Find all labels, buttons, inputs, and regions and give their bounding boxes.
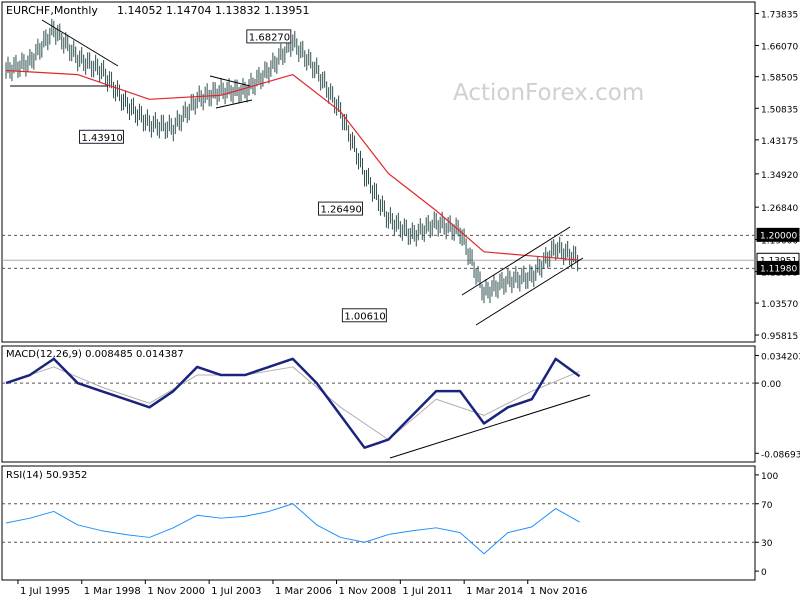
price-y-label: 1.66070 [761, 42, 798, 52]
price-y-label: 1.43175 [761, 137, 798, 147]
rsi-y-label: 70 [761, 501, 773, 511]
axis-marker-label: 1.11980 [760, 264, 797, 274]
macd-y-label: -0.086933 [761, 450, 800, 460]
x-axis-label: 1 Nov 2000 [147, 586, 205, 597]
trend-lines [10, 19, 591, 459]
price-y-label: 1.50835 [761, 105, 798, 115]
x-axis-labels: 1 Jul 1995 1 Mar 1998 1 Nov 2000 1 Jul 2003… [17, 580, 588, 597]
price-labels: 1.68270 1.43910 1.26490 1.00610 [79, 29, 387, 323]
price-label: 1.00610 [344, 311, 385, 322]
x-axis-label: 1 Nov 2016 [530, 586, 588, 597]
x-axis-label: 1 Nov 2008 [339, 586, 397, 597]
x-axis-label: 1 Jul 1995 [20, 586, 70, 597]
watermark: ActionForex.com [453, 80, 644, 106]
triangle-line-upper [41, 19, 119, 67]
chart-header-symbol: EURCHF,Monthly [6, 4, 98, 17]
price-bars [5, 18, 579, 304]
macd-title: MACD(12,26,9) 0.008485 0.014387 [6, 349, 184, 360]
x-axis-label: 1 Jul 2003 [211, 586, 261, 597]
macd-line [5, 357, 581, 449]
price-y-label: 0.95815 [761, 332, 798, 342]
channel-lower-line [475, 257, 584, 326]
macd-trend-line [389, 394, 591, 459]
price-label: 1.43910 [82, 133, 123, 144]
price-y-label: 1.34920 [761, 171, 798, 181]
x-axis-label: 1 Mar 2014 [466, 586, 523, 597]
price-series [5, 69, 580, 261]
rsi-title: RSI(14) 50.9352 [6, 470, 87, 481]
panel-frame-1 [1, 345, 756, 463]
macd-y-label: 0.034203 [761, 352, 800, 362]
price-label-box [341, 308, 387, 323]
x-axis-label: 1 Mar 2006 [275, 586, 332, 597]
price-y-label: 1.58505 [761, 74, 798, 84]
rsi-y-label: 30 [761, 539, 773, 549]
panel-frame-2 [1, 465, 756, 581]
price-y-label: 1.73835 [761, 10, 798, 20]
price-label: 1.68270 [249, 32, 290, 43]
price-label-box [318, 201, 363, 216]
wedge-line-lower [215, 99, 253, 109]
price-y-label: 1.26840 [761, 204, 798, 214]
price-label-box [79, 129, 124, 144]
price-label: 1.26490 [321, 205, 362, 216]
rsi-series [5, 503, 580, 555]
x-axis-label: 1 Mar 1998 [84, 586, 141, 597]
panel-frames [1, 1, 756, 581]
axis-marker-box [756, 227, 800, 242]
moving-average-line [5, 69, 580, 261]
macd-signal-line [5, 366, 580, 441]
chart-header-ohlc: 1.14052 1.14704 1.13832 1.13951 [117, 4, 309, 17]
panel-frame-0 [1, 1, 756, 343]
axis-marker-box [756, 260, 800, 275]
wedge-line-upper [209, 75, 251, 87]
price-label-box [246, 29, 292, 44]
rsi-y-label: 0 [761, 568, 767, 578]
grid-lines [2, 234, 755, 543]
macd-series [5, 357, 581, 449]
macd-y-label: 0.00 [761, 380, 781, 390]
rsi-line [5, 503, 580, 555]
axis-marker-label: 1.20000 [760, 231, 797, 241]
y-axis-labels: 1.73835 1.66070 1.58505 1.50835 1.43175 1.349… [755, 10, 800, 578]
x-axis-label: 1 Jul 2011 [402, 586, 452, 597]
rsi-y-label: 100 [761, 472, 778, 482]
channel-upper-line [461, 226, 571, 296]
price-y-label: 1.03570 [761, 300, 798, 310]
